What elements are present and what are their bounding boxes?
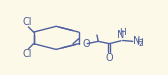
Text: 2: 2 [139, 39, 144, 48]
Text: Cl: Cl [23, 17, 32, 27]
Text: O: O [106, 53, 113, 63]
Text: H: H [119, 28, 126, 37]
Text: Cl: Cl [23, 49, 32, 59]
Text: N: N [133, 36, 141, 46]
Text: O: O [82, 39, 90, 49]
Text: N: N [117, 30, 125, 40]
Text: H: H [136, 38, 143, 47]
